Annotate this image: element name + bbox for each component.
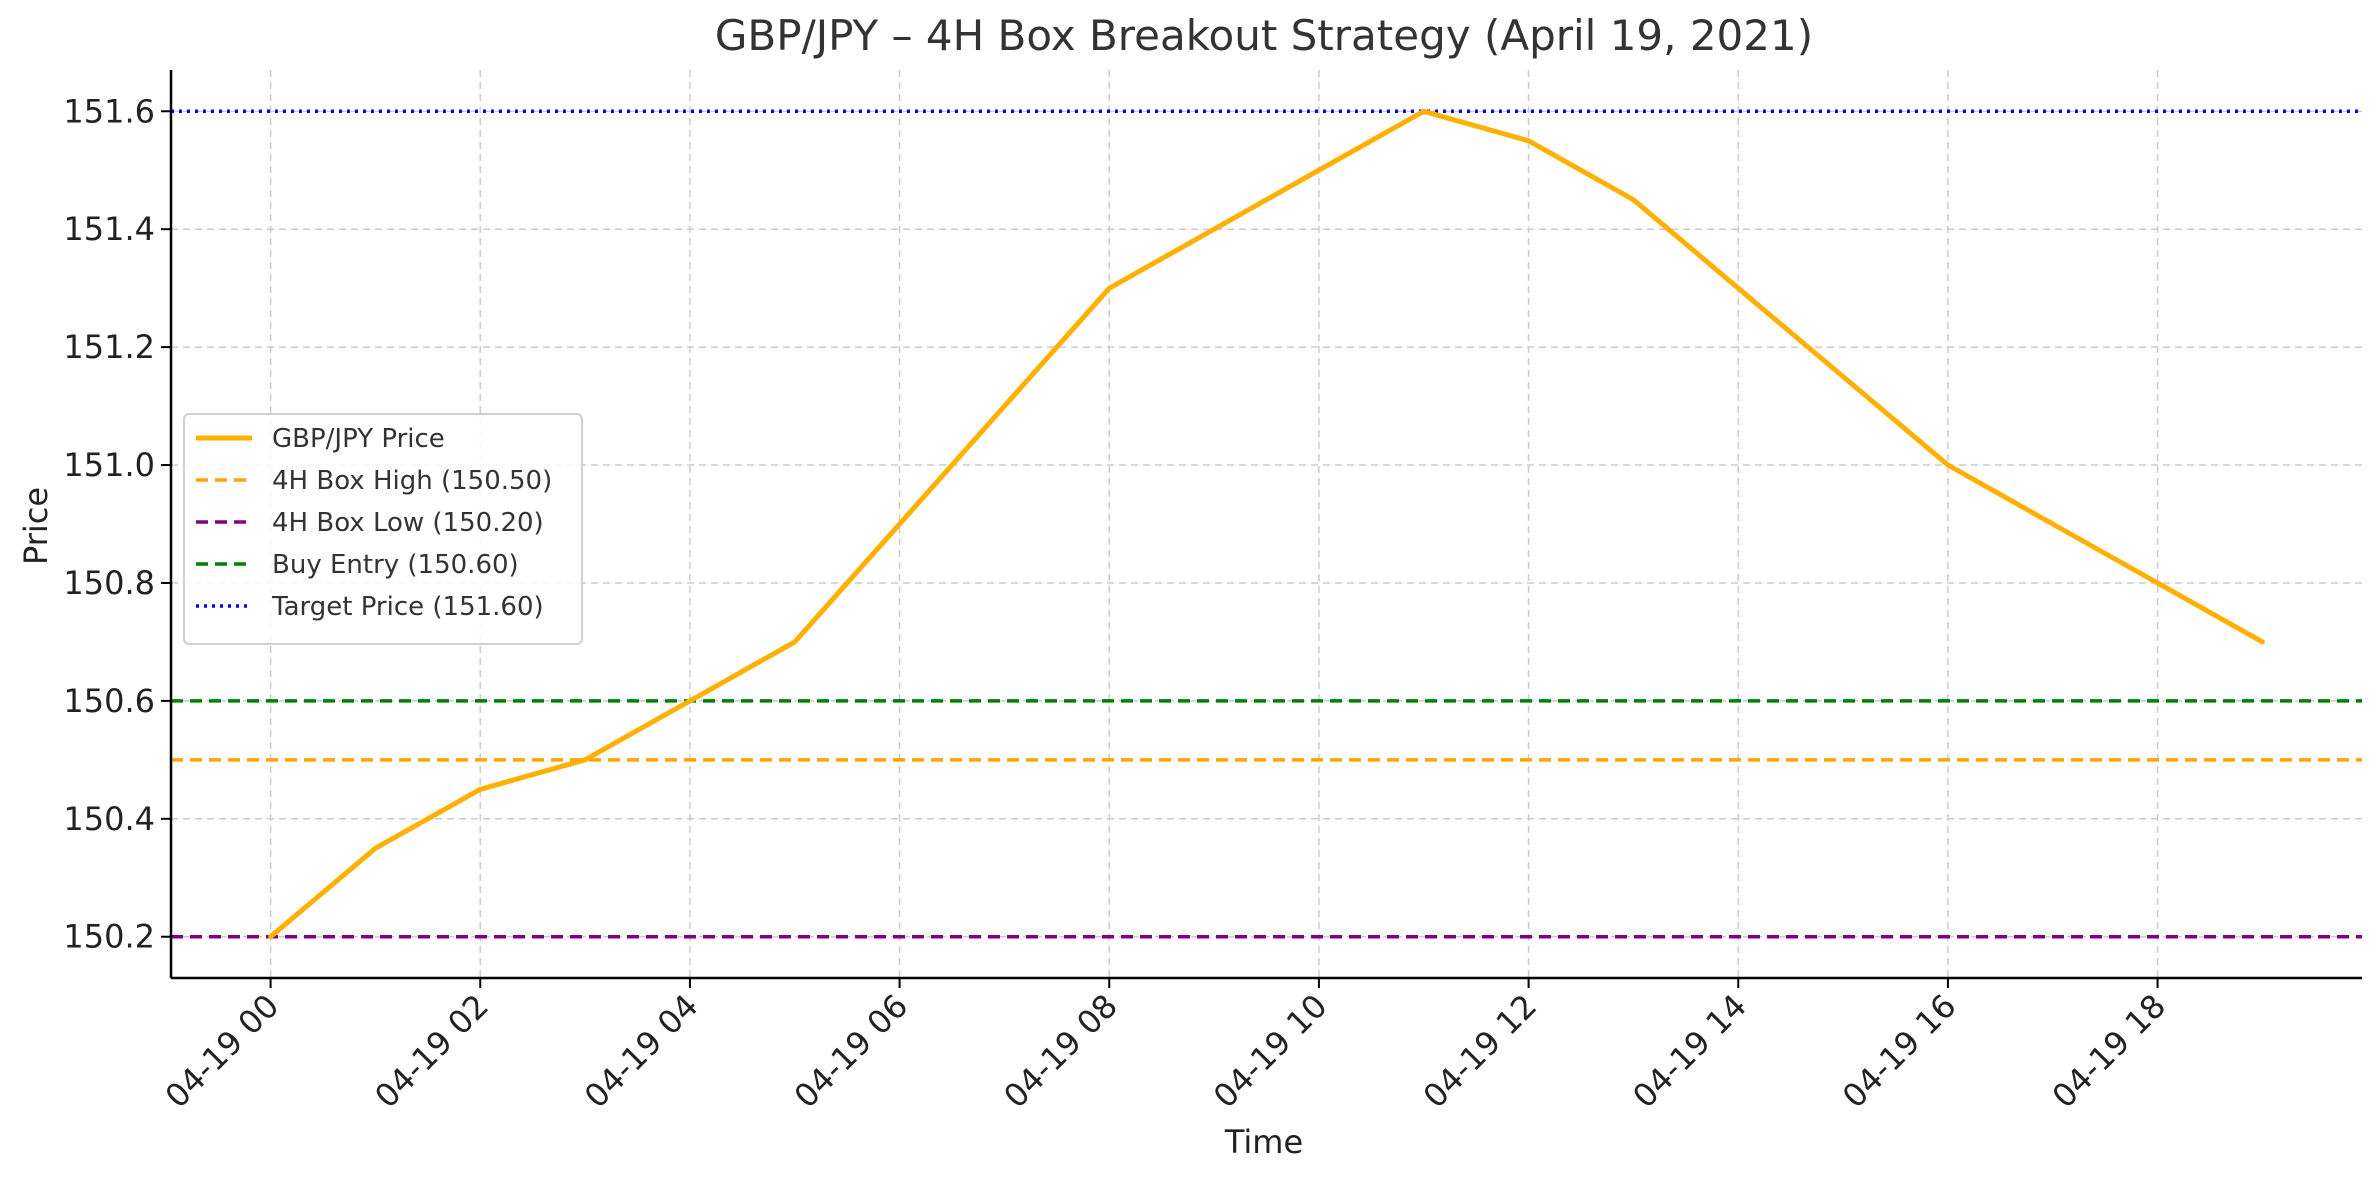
x-tick-label: 04-19 18: [2045, 987, 2174, 1116]
x-tick-label: 04-19 02: [367, 987, 496, 1116]
series-lines: [268, 108, 2265, 940]
chart-title: GBP/JPY – 4H Box Breakout Strategy (Apri…: [715, 11, 1813, 60]
y-tick-label: 150.8: [63, 564, 155, 602]
x-tick-label: 04-19 16: [1835, 987, 1964, 1116]
x-tick-label: 04-19 14: [1625, 987, 1754, 1116]
legend-label: Target Price (151.60): [271, 592, 544, 622]
x-tick-label: 04-19 12: [1416, 987, 1545, 1116]
x-tick-label: 04-19 04: [577, 987, 706, 1116]
y-tick-label: 151.0: [63, 446, 155, 484]
legend-label: Buy Entry (150.60): [272, 550, 519, 580]
x-tick-label: 04-19 06: [787, 987, 916, 1116]
y-axis-label: Price: [17, 487, 55, 565]
legend-label: 4H Box High (150.50): [272, 466, 552, 496]
legend-label: 4H Box Low (150.20): [272, 508, 544, 538]
x-tick-label: 04-19 10: [1206, 987, 1335, 1116]
y-tick-label: 150.4: [63, 800, 155, 838]
price-line: [268, 108, 2265, 940]
legend-box: [183, 413, 583, 645]
x-tick-label: 04-19 08: [996, 987, 1125, 1116]
y-tick-label: 150.2: [63, 918, 155, 956]
legend-label: GBP/JPY Price: [272, 424, 445, 454]
axes: [169, 70, 2362, 980]
y-tick-label: 151.2: [63, 328, 155, 366]
y-tick-label: 151.6: [63, 92, 155, 130]
x-axis-label: Time: [1224, 1123, 1303, 1161]
y-tick-label: 150.6: [63, 682, 155, 720]
x-tick-label: 04-19 00: [158, 987, 287, 1116]
legend: GBP/JPY Price 4H Box High (150.50) 4H Box …: [183, 413, 583, 645]
y-tick-label: 151.4: [63, 210, 155, 248]
reference-lines: [171, 109, 2362, 939]
